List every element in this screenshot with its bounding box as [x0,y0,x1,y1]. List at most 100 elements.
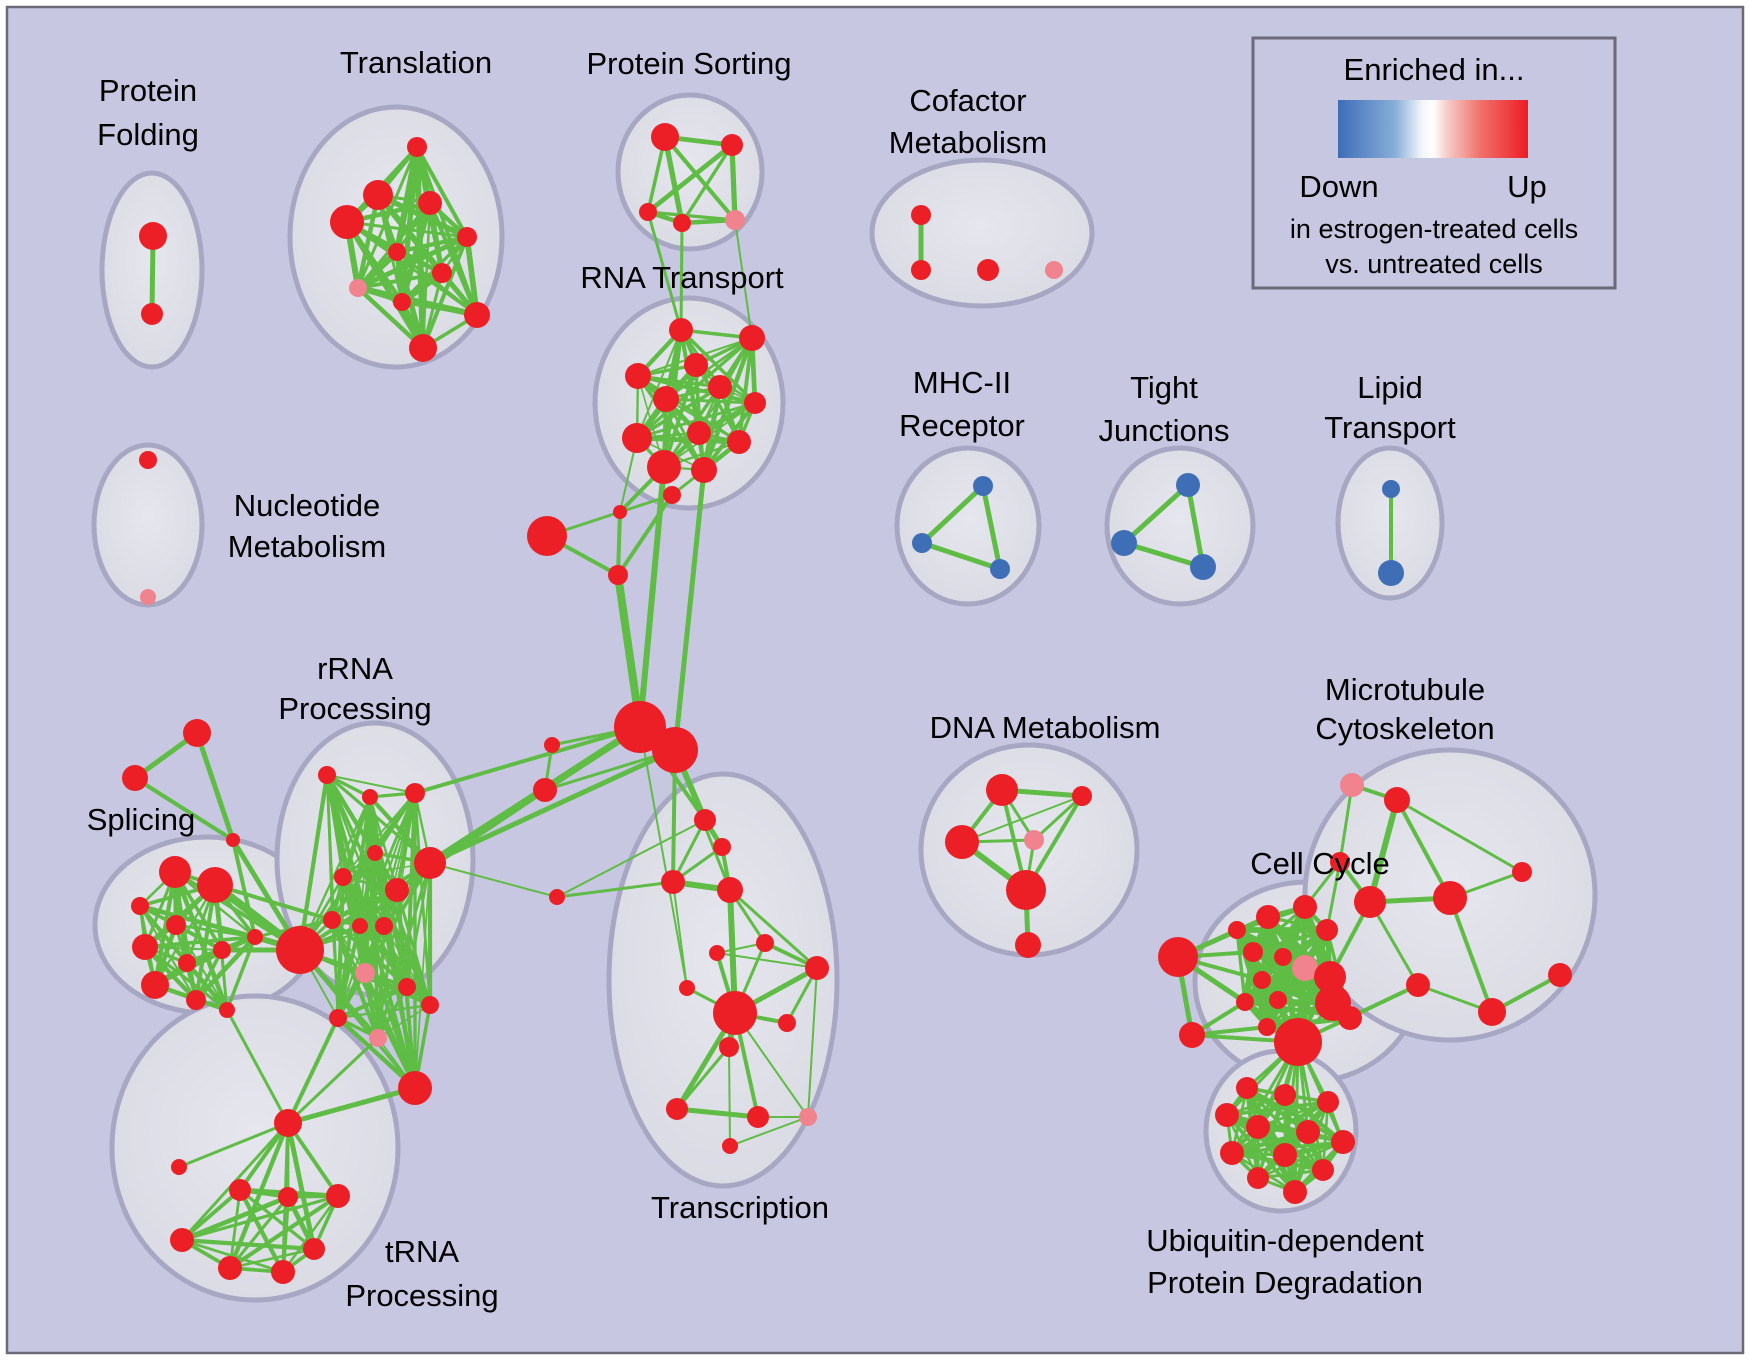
gene-set-node-cell_cycle-6[interactable] [1274,948,1292,966]
gene-set-node-trna_processing-1[interactable] [229,1179,251,1201]
gene-set-node-microtubule_cytoskeleton-0[interactable] [1340,773,1364,797]
gene-set-node-cell_cycle-14[interactable] [1274,1018,1322,1066]
gene-set-node-rna_transport-3[interactable] [625,363,651,389]
gene-set-node-transcription-14[interactable] [722,1138,738,1154]
gene-set-node-rrna_processing-2[interactable] [405,783,425,803]
gene-set-node-splicing-8[interactable] [141,971,169,999]
gene-set-node-transcription-6[interactable] [805,956,829,980]
gene-set-node-translation-3[interactable] [418,191,442,215]
gene-set-node-protein_sorting-1[interactable] [721,134,743,156]
gene-set-node-trna_processing-0[interactable] [274,1109,302,1137]
gene-set-node-transcription-11[interactable] [666,1098,688,1120]
gene-set-node-splicing-10[interactable] [219,1002,235,1018]
gene-set-node-connectors-3[interactable] [613,505,627,519]
gene-set-node-dna_metabolism-4[interactable] [1006,870,1046,910]
gene-set-node-rrna_processing-7[interactable] [323,911,341,929]
gene-set-node-translation-6[interactable] [432,263,452,283]
gene-set-node-trna_processing-7[interactable] [278,1187,298,1207]
gene-set-node-ubiquitin_degradation-3[interactable] [1215,1103,1239,1127]
gene-set-node-connectors-2[interactable] [226,833,240,847]
gene-set-node-connectors-11[interactable] [549,889,565,905]
gene-set-node-protein_sorting-3[interactable] [673,214,691,232]
gene-set-node-tight_junctions-0[interactable] [1176,473,1200,497]
gene-set-node-microtubule_cytoskeleton-5[interactable] [1512,862,1532,882]
gene-set-node-dna_metabolism-0[interactable] [986,774,1018,806]
gene-set-node-ubiquitin_degradation-7[interactable] [1220,1141,1244,1165]
gene-set-node-mhc_ii_receptor-0[interactable] [973,476,993,496]
gene-set-node-lipid_transport-1[interactable] [1378,560,1404,586]
gene-set-node-connectors-8[interactable] [652,727,698,773]
gene-set-node-protein_folding-0[interactable] [139,222,167,250]
gene-set-node-splicing-5[interactable] [178,954,196,972]
gene-set-node-lipid_transport-0[interactable] [1382,480,1400,498]
gene-set-node-rna_transport-9[interactable] [727,430,751,454]
gene-set-node-microtubule_cytoskeleton-2[interactable] [1330,852,1350,872]
gene-set-node-cell_cycle-2[interactable] [1256,905,1280,929]
gene-set-node-rna_transport-8[interactable] [687,421,711,445]
gene-set-node-dna_metabolism-5[interactable] [1015,932,1041,958]
gene-set-node-translation-7[interactable] [349,279,367,297]
gene-set-node-rrna_processing-1[interactable] [362,789,378,805]
gene-set-node-ubiquitin_degradation-10[interactable] [1247,1167,1269,1189]
gene-set-node-tight_junctions-1[interactable] [1111,530,1137,556]
gene-set-node-rrna_processing-5[interactable] [385,878,409,902]
gene-set-node-protein_folding-1[interactable] [141,303,163,325]
gene-set-node-transcription-1[interactable] [713,838,731,856]
gene-set-node-splicing-6[interactable] [213,941,231,959]
gene-set-node-protein_sorting-0[interactable] [651,123,679,151]
gene-set-node-cofactor_metabolism-1[interactable] [911,260,931,280]
gene-set-node-connectors-5[interactable] [608,565,628,585]
gene-set-node-rna_transport-4[interactable] [708,375,732,399]
gene-set-node-cell_cycle-1[interactable] [1179,1022,1205,1048]
gene-set-node-dna_metabolism-2[interactable] [1072,786,1092,806]
gene-set-node-rna_transport-11[interactable] [691,457,717,483]
gene-set-node-nucleotide_metabolism-0[interactable] [139,451,157,469]
gene-set-node-trna_processing-2[interactable] [170,1228,194,1252]
gene-set-node-transcription-12[interactable] [747,1106,769,1128]
gene-set-node-connectors-1[interactable] [122,765,148,791]
gene-set-node-protein_sorting-4[interactable] [725,210,745,230]
gene-set-node-cell_cycle-0[interactable] [1158,937,1198,977]
gene-set-node-transcription-2[interactable] [661,870,685,894]
gene-set-node-rna_transport-1[interactable] [739,325,765,351]
gene-set-node-ubiquitin_degradation-11[interactable] [1283,1180,1307,1204]
gene-set-node-rrna_processing-3[interactable] [367,845,383,861]
gene-set-node-rrna_processing-15[interactable] [398,1071,432,1105]
gene-set-node-rrna_processing-11[interactable] [355,963,375,983]
gene-set-node-connectors-6[interactable] [527,516,567,556]
gene-set-node-ubiquitin_degradation-2[interactable] [1317,1091,1339,1113]
gene-set-node-rna_transport-5[interactable] [653,386,679,412]
gene-set-node-transcription-4[interactable] [709,945,725,961]
gene-set-node-translation-10[interactable] [409,334,437,362]
gene-set-node-rna_transport-6[interactable] [744,392,766,414]
gene-set-node-cell_cycle-7[interactable] [1292,955,1318,981]
gene-set-node-trna_processing-6[interactable] [326,1184,350,1208]
gene-set-node-rrna_processing-6[interactable] [414,847,446,879]
gene-set-node-rrna_processing-9[interactable] [375,917,393,935]
gene-set-node-transcription-8[interactable] [713,991,757,1035]
gene-set-node-trna_processing-3[interactable] [218,1256,242,1280]
gene-set-node-cell_cycle-11[interactable] [1258,1018,1276,1036]
gene-set-node-microtubule_cytoskeleton-3[interactable] [1354,886,1386,918]
gene-set-node-microtubule_cytoskeleton-1[interactable] [1384,787,1410,813]
gene-set-node-rna_transport-7[interactable] [622,423,652,453]
gene-set-node-rna_transport-10[interactable] [647,450,681,484]
gene-set-node-cell_cycle-4[interactable] [1316,919,1338,941]
gene-set-node-translation-8[interactable] [393,293,411,311]
gene-set-node-dna_metabolism-3[interactable] [1024,830,1044,850]
gene-set-node-microtubule_cytoskeleton-6[interactable] [1406,973,1430,997]
gene-set-node-microtubule_cytoskeleton-4[interactable] [1433,881,1467,915]
gene-set-node-rrna_processing-12[interactable] [398,978,416,996]
gene-set-node-tight_junctions-2[interactable] [1190,554,1216,580]
gene-set-node-microtubule_cytoskeleton-7[interactable] [1478,998,1506,1026]
gene-set-node-transcription-10[interactable] [719,1037,739,1057]
gene-set-node-rrna_processing-4[interactable] [334,868,352,886]
gene-set-node-trna_processing-5[interactable] [303,1238,325,1260]
gene-set-node-cell_cycle-15[interactable] [1315,985,1351,1021]
gene-set-node-ubiquitin_degradation-8[interactable] [1273,1143,1297,1167]
gene-set-node-splicing-3[interactable] [166,915,186,935]
gene-set-node-transcription-7[interactable] [679,980,695,996]
gene-set-node-translation-5[interactable] [388,243,406,261]
gene-set-node-microtubule_cytoskeleton-8[interactable] [1548,963,1572,987]
gene-set-node-cell_cycle-9[interactable] [1269,991,1287,1009]
